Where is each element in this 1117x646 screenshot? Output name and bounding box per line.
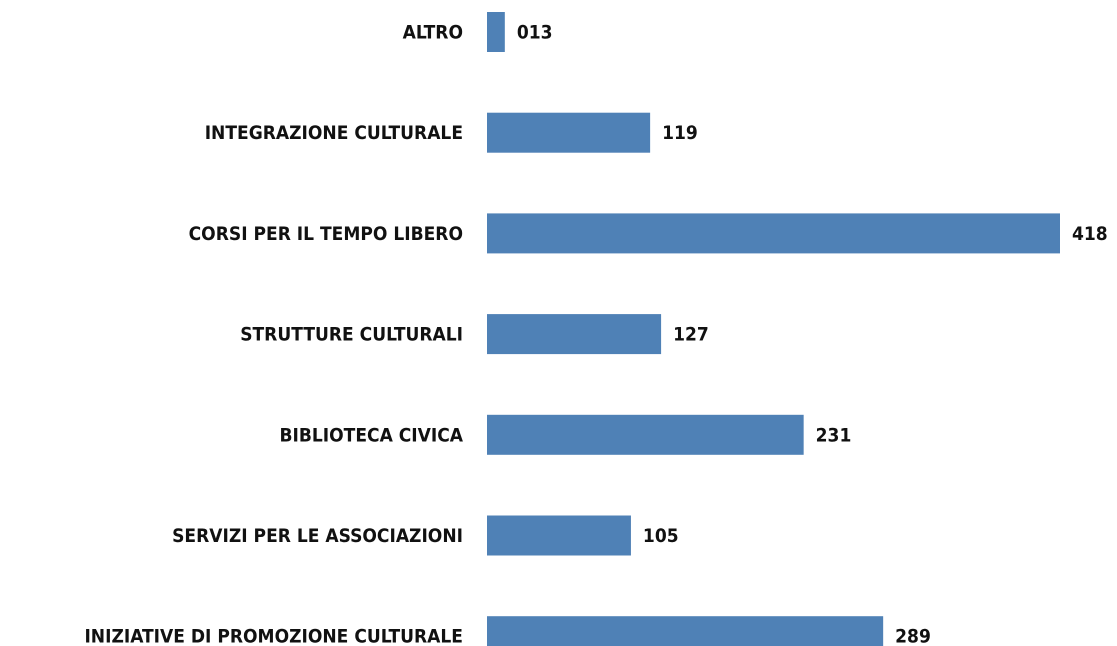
bar — [487, 12, 505, 52]
category-label: INIZIATIVE DI PROMOZIONE CULTURALE — [84, 626, 463, 646]
category-label: ALTRO — [403, 22, 463, 44]
value-label: 231 — [816, 424, 852, 446]
category-label: CORSI PER IL TEMPO LIBERO — [189, 223, 463, 245]
bar — [487, 112, 651, 153]
value-label: 119 — [662, 122, 698, 144]
category-label: STRUTTURE CULTURALI — [240, 324, 463, 346]
category-label: INTEGRAZIONE CULTURALE — [205, 122, 463, 144]
bar — [487, 414, 804, 455]
value-label: 013 — [517, 22, 553, 44]
value-label: 105 — [643, 525, 679, 547]
bar — [487, 515, 631, 556]
value-label: 127 — [673, 324, 709, 346]
bar — [487, 213, 1060, 254]
category-label: SERVIZI PER LE ASSOCIAZIONI — [172, 525, 463, 547]
bar — [487, 314, 662, 355]
value-label: 418 — [1072, 223, 1108, 245]
value-label: 289 — [895, 626, 931, 646]
bar — [487, 616, 884, 646]
category-label: BIBLIOTECA CIVICA — [280, 424, 464, 446]
